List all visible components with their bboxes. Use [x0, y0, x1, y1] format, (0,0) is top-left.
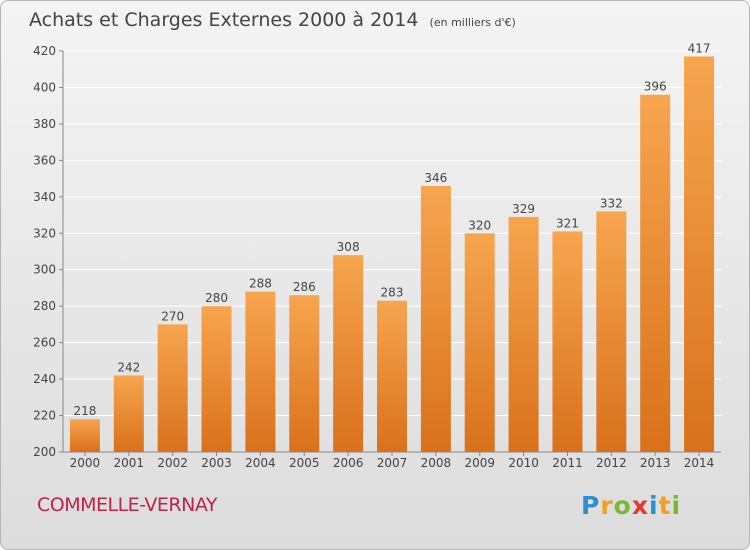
bar — [377, 300, 407, 452]
x-tick-label: 2006 — [333, 456, 364, 470]
bar — [552, 231, 583, 452]
bar — [201, 306, 232, 452]
logo-letter: i — [671, 491, 682, 520]
logo-letter: t — [658, 491, 672, 520]
bar-value-label: 346 — [424, 171, 447, 185]
logo-letter: i — [649, 491, 659, 520]
bar — [596, 211, 627, 452]
x-tick-label: 2004 — [245, 456, 276, 470]
bar-value-label: 218 — [73, 404, 96, 418]
y-tick-label: 260 — [33, 336, 56, 350]
x-tick-label: 2003 — [201, 456, 232, 470]
bar-value-label: 288 — [249, 277, 272, 291]
x-tick-label: 2002 — [157, 456, 188, 470]
logo-letter: r — [600, 491, 614, 520]
x-tick-label: 2000 — [70, 456, 101, 470]
bar — [684, 56, 715, 453]
logo-letter: P — [581, 491, 601, 520]
y-tick-label: 220 — [33, 409, 56, 423]
bar-value-label: 321 — [556, 216, 579, 230]
bar-value-label: 286 — [293, 280, 316, 294]
y-tick-label: 360 — [33, 153, 56, 167]
bar-value-label: 280 — [205, 291, 228, 305]
bar-value-label: 308 — [337, 240, 360, 254]
bar-value-label: 396 — [644, 80, 667, 94]
bar — [245, 291, 276, 452]
y-tick-label: 400 — [33, 80, 56, 94]
x-tick-label: 2012 — [596, 456, 627, 470]
bar — [420, 185, 451, 452]
bar-value-label: 320 — [468, 218, 491, 232]
x-tick-label: 2010 — [508, 456, 539, 470]
y-tick-label: 420 — [33, 44, 56, 58]
bar — [289, 295, 320, 452]
bar-value-label: 332 — [600, 196, 623, 210]
bar — [69, 419, 100, 452]
bar — [113, 375, 144, 452]
x-tick-label: 2001 — [114, 456, 145, 470]
y-tick-label: 340 — [33, 190, 56, 204]
bar — [464, 233, 495, 452]
bar-value-label: 242 — [117, 360, 140, 374]
bar — [508, 216, 539, 452]
bar — [640, 94, 671, 452]
x-tick-label: 2014 — [684, 456, 715, 470]
bar-value-label: 283 — [381, 286, 404, 300]
chart-title: Achats et Charges Externes 2000 à 2014 (… — [29, 9, 516, 31]
chart-unit: (en milliers d'€) — [429, 16, 516, 29]
chart-title-text: Achats et Charges Externes 2000 à 2014 — [29, 9, 419, 31]
commune-name: COMMELLE-VERNAY — [37, 494, 217, 516]
y-tick-label: 280 — [33, 299, 56, 313]
bar — [157, 324, 188, 452]
x-tick-label: 2009 — [464, 456, 495, 470]
x-tick-label: 2011 — [552, 456, 583, 470]
y-tick-label: 300 — [33, 263, 56, 277]
y-tick-label: 320 — [33, 226, 56, 240]
bar-value-label: 329 — [512, 202, 535, 216]
proxiti-logo: Proxiti — [581, 491, 681, 520]
logo-letter: o — [613, 491, 632, 520]
y-tick-label: 200 — [33, 445, 56, 459]
bar-value-label: 417 — [688, 41, 711, 55]
bar — [333, 255, 364, 452]
x-tick-label: 2013 — [640, 456, 671, 470]
y-tick-label: 380 — [33, 117, 56, 131]
y-tick-label: 240 — [33, 372, 56, 386]
bar-value-label: 270 — [161, 309, 184, 323]
x-tick-label: 2007 — [377, 456, 408, 470]
logo-letter: x — [631, 491, 649, 520]
x-tick-label: 2005 — [289, 456, 320, 470]
x-tick-label: 2008 — [421, 456, 452, 470]
